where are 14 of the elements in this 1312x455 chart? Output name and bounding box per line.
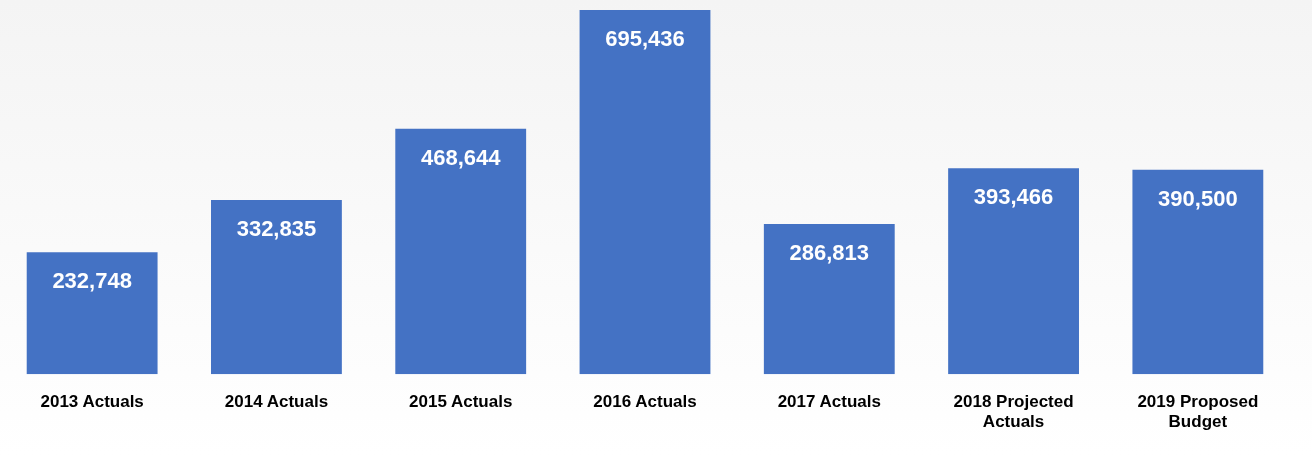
data-label: 390,500: [1158, 185, 1238, 211]
x-tick-label: 2018 Projected Actuals: [953, 392, 1074, 432]
x-tick-label: 2014 Actuals: [224, 392, 329, 412]
x-tick-label: 2013 Actuals: [40, 392, 144, 412]
data-label: 232,748: [52, 268, 132, 294]
data-label: 695,436: [605, 26, 685, 52]
data-label: 468,644: [420, 144, 502, 170]
data-label: 393,466: [973, 184, 1054, 210]
x-tick-label: 2017 Actuals: [777, 392, 881, 412]
x-tick-label: 2019 Proposed Budget: [1137, 392, 1259, 432]
data-label: 286,813: [789, 240, 870, 266]
x-tick-label: 2015 Actuals: [409, 392, 513, 412]
x-tick-label: 2016 Actuals: [593, 392, 697, 412]
data-label: 332,835: [236, 215, 317, 241]
